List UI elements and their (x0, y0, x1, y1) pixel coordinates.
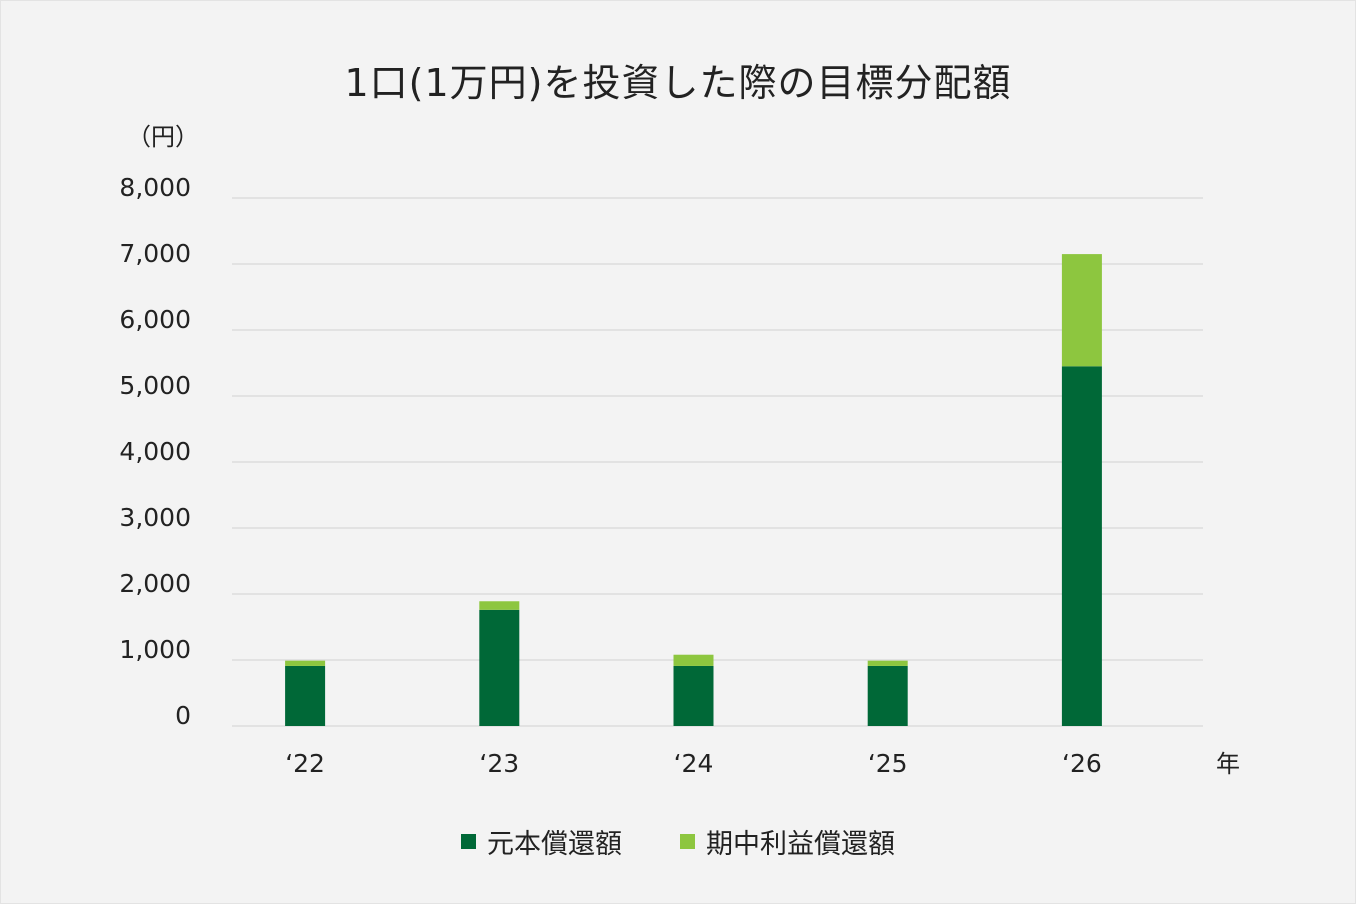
y-axis-unit-label: （円） (127, 123, 199, 151)
bar-principal (479, 609, 520, 726)
y-tick-label: 8,000 (119, 173, 191, 202)
y-tick-label: 7,000 (119, 239, 191, 268)
y-axis-ticks: 8,000 7,000 6,000 5,000 4,000 3,000 2,000 1,000… (119, 173, 191, 730)
bar-interim-profit (479, 601, 520, 610)
legend-item-interim-profit: 期中利益償還額 (680, 822, 895, 861)
y-tick-label: 3,000 (119, 503, 191, 532)
y-tick-label: 6,000 (119, 305, 191, 334)
x-tick-label: ‘24 (674, 749, 714, 778)
x-tick-label: ‘23 (479, 749, 519, 778)
x-axis-ticks: ‘22 ‘23 ‘24 ‘25 ‘26 (285, 749, 1102, 778)
bars (285, 254, 1102, 726)
legend-swatch-principal (461, 834, 476, 849)
y-tick-label: 2,000 (119, 569, 191, 598)
legend-label-principal: 元本償還額 (487, 829, 622, 860)
y-tick-label: 0 (175, 701, 191, 730)
legend-label-interim-profit: 期中利益償還額 (706, 829, 895, 860)
y-tick-label: 4,000 (119, 437, 191, 466)
bar-principal (673, 665, 714, 726)
bar-interim-profit (285, 660, 326, 666)
legend-swatch-interim-profit (680, 834, 695, 849)
legend: 元本償還額 期中利益償還額 (0, 822, 1356, 861)
x-tick-label: ‘26 (1062, 749, 1102, 778)
bar-interim-profit (673, 654, 714, 666)
bar-principal (1061, 366, 1102, 726)
gridlines (232, 197, 1203, 727)
x-axis-unit-label: 年 (1216, 750, 1240, 778)
bar-interim-profit (1061, 254, 1102, 367)
bar-principal (285, 665, 326, 726)
x-tick-label: ‘22 (285, 749, 325, 778)
bar-interim-profit (867, 660, 908, 666)
legend-item-principal: 元本償還額 (461, 822, 622, 861)
y-tick-label: 1,000 (119, 635, 191, 664)
chart-title: 1口(1万円)を投資した際の目標分配額 (344, 61, 1012, 105)
x-tick-label: ‘25 (868, 749, 908, 778)
y-tick-label: 5,000 (119, 371, 191, 400)
bar-principal (867, 665, 908, 726)
